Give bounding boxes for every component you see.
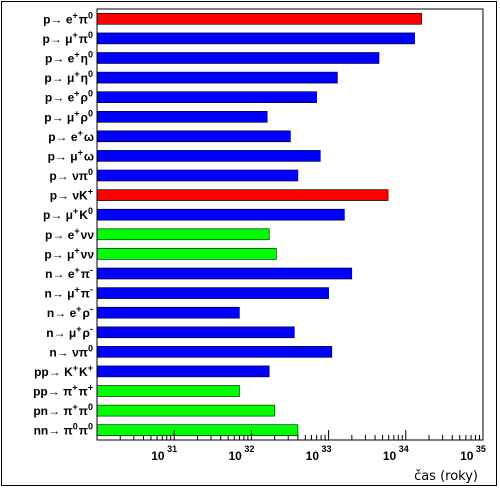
decay-label-7: p→ μ+ ω — [48, 147, 94, 163]
bar-14 — [96, 287, 329, 299]
decay-label-21: nn→ π0 π0 — [34, 422, 94, 438]
decay-label-11: p→ e+ νν — [45, 226, 94, 242]
bar-12 — [96, 248, 277, 260]
bar-21 — [96, 424, 299, 437]
decay-label-19: pp→ π+ π+ — [33, 383, 94, 399]
bar-15 — [96, 306, 240, 319]
decay-label-5: p→ μ+ ρ0 — [44, 108, 94, 124]
decay-label-20: pn→ π+ π0 — [33, 402, 94, 418]
bar-7 — [96, 150, 321, 162]
decay-label-18: pp→ K+ K+ — [34, 363, 94, 379]
bar-13 — [96, 267, 353, 280]
decay-label-4: p→ e+ ρ0 — [45, 89, 94, 105]
x-axis-title: čas (roky) — [414, 469, 478, 484]
bar-19 — [96, 385, 240, 397]
decay-label-16: n→ μ+ ρ- — [46, 324, 94, 340]
bar-10 — [96, 208, 345, 221]
decay-labels-group: p→ e+ π0 p→ μ+ π0 p→ e+ η0 p→ μ+ η0 p→ e… — [33, 10, 94, 437]
bar-5 — [96, 111, 268, 123]
bar-11 — [96, 228, 270, 241]
bar-4 — [96, 91, 317, 103]
decay-label-3: p→ μ+ η0 — [44, 69, 94, 85]
decay-label-14: n→ μ+ π- — [45, 285, 95, 301]
decay-label-12: p→ μ+ νν — [44, 245, 94, 261]
bar-16 — [96, 326, 295, 339]
plot-area — [96, 8, 484, 441]
decay-label-1: p→ μ+ π0 — [42, 30, 94, 46]
bar-8 — [96, 169, 299, 182]
decay-label-0: p→ e+ π0 — [43, 10, 94, 26]
bar-1 — [96, 32, 415, 45]
x-tick-label: 10 34 — [383, 444, 409, 463]
x-tick-label: 10 32 — [228, 444, 254, 463]
decay-label-10: p→ μ+ K0 — [43, 206, 94, 222]
bar-9 — [96, 189, 389, 201]
bars-group — [96, 13, 422, 437]
decay-label-17: n→ νπ0 — [49, 343, 94, 359]
decay-label-13: n→ e+ π- — [45, 265, 94, 281]
decay-label-15: n→ e+ ρ- — [47, 304, 94, 320]
bar-0 — [96, 13, 422, 25]
bar-2 — [96, 52, 380, 64]
bar-18 — [96, 365, 270, 378]
decay-label-2: p→ e+ η0 — [45, 50, 94, 66]
bar-6 — [96, 130, 291, 143]
bar-3 — [96, 71, 338, 84]
x-axis: 10 31 10 32 10 33 10 34 10 35 — [96, 8, 486, 463]
bar-17 — [96, 345, 333, 358]
decay-label-9: p→ νK+ — [50, 187, 94, 203]
bar-20 — [96, 404, 275, 417]
decay-label-8: p→ νπ0 — [49, 167, 94, 183]
x-tick-label: 10 33 — [306, 444, 332, 463]
decay-label-6: p→ e+ ω — [48, 128, 94, 144]
x-tick-label: 10 31 — [151, 444, 177, 463]
x-tick-label: 10 35 — [460, 444, 486, 463]
